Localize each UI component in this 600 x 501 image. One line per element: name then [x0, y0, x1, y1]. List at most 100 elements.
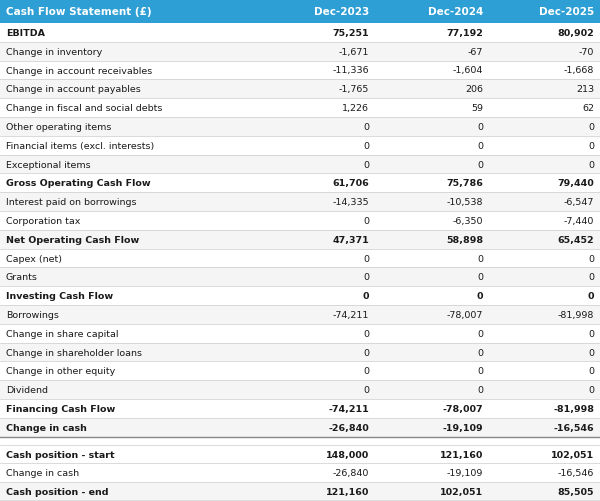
Text: -81,998: -81,998 [557, 310, 594, 319]
Text: Change in shareholder loans: Change in shareholder loans [6, 348, 142, 357]
Text: -11,336: -11,336 [332, 66, 369, 75]
Text: -26,840: -26,840 [332, 468, 369, 477]
Bar [0, 0, 600, 24]
Text: 0: 0 [588, 385, 594, 394]
Bar [0, 324, 600, 343]
Bar [0, 399, 600, 418]
Text: 206: 206 [465, 85, 483, 94]
Text: 0: 0 [363, 348, 369, 357]
Text: -74,211: -74,211 [328, 404, 369, 413]
Text: -81,998: -81,998 [553, 404, 594, 413]
Text: 62: 62 [582, 104, 594, 113]
Bar [0, 343, 600, 362]
Text: Cash position - end: Cash position - end [6, 487, 109, 496]
Text: -10,538: -10,538 [446, 198, 483, 207]
Text: -16,546: -16,546 [553, 423, 594, 432]
Text: 85,505: 85,505 [557, 487, 594, 496]
Text: -1,671: -1,671 [338, 48, 369, 57]
Bar [0, 155, 600, 174]
Text: 0: 0 [477, 385, 483, 394]
Text: 0: 0 [587, 292, 594, 301]
Text: 121,160: 121,160 [326, 487, 369, 496]
Text: Change in cash: Change in cash [6, 468, 79, 477]
Text: Change in inventory: Change in inventory [6, 48, 102, 57]
Text: Dec-2025: Dec-2025 [539, 7, 594, 17]
Text: Change in fiscal and social debts: Change in fiscal and social debts [6, 104, 163, 113]
Text: 213: 213 [576, 85, 594, 94]
Text: -19,109: -19,109 [442, 423, 483, 432]
Text: 0: 0 [588, 254, 594, 263]
Text: 0: 0 [363, 329, 369, 338]
Text: Borrowings: Borrowings [6, 310, 59, 319]
Text: Change in share capital: Change in share capital [6, 329, 119, 338]
Text: -26,840: -26,840 [328, 423, 369, 432]
Bar [0, 62, 600, 80]
Text: 0: 0 [477, 273, 483, 282]
Text: Investing Cash Flow: Investing Cash Flow [6, 292, 113, 301]
Bar [0, 24, 600, 43]
Bar [0, 445, 600, 463]
Bar [0, 80, 600, 99]
Bar [0, 174, 600, 193]
Text: Corporation tax: Corporation tax [6, 216, 80, 225]
Text: Exceptional items: Exceptional items [6, 160, 91, 169]
Text: Cash position - start: Cash position - start [6, 449, 115, 458]
Text: Financial items (excl. interests): Financial items (excl. interests) [6, 141, 154, 150]
Bar [0, 118, 600, 137]
Text: -6,350: -6,350 [452, 216, 483, 225]
Text: 0: 0 [362, 292, 369, 301]
Text: 0: 0 [477, 254, 483, 263]
Text: Grants: Grants [6, 273, 38, 282]
Text: -6,547: -6,547 [563, 198, 594, 207]
Bar [0, 418, 600, 437]
Text: 75,251: 75,251 [332, 29, 369, 38]
Text: Net Operating Cash Flow: Net Operating Cash Flow [6, 235, 139, 244]
Text: 1,226: 1,226 [342, 104, 369, 113]
Text: Change in account payables: Change in account payables [6, 85, 141, 94]
Text: 0: 0 [477, 160, 483, 169]
Bar [0, 268, 600, 287]
Text: 0: 0 [477, 329, 483, 338]
Text: 0: 0 [588, 348, 594, 357]
Text: 61,706: 61,706 [332, 179, 369, 188]
Text: 0: 0 [477, 123, 483, 132]
Text: 65,452: 65,452 [557, 235, 594, 244]
Text: 0: 0 [588, 141, 594, 150]
Text: 0: 0 [477, 348, 483, 357]
Bar [0, 137, 600, 155]
Bar [0, 362, 600, 380]
Bar [0, 230, 600, 249]
Text: 0: 0 [588, 367, 594, 376]
Text: 0: 0 [363, 141, 369, 150]
Text: Dividend: Dividend [6, 385, 48, 394]
Text: -1,765: -1,765 [338, 85, 369, 94]
Text: 0: 0 [363, 160, 369, 169]
Text: 59: 59 [471, 104, 483, 113]
Text: -70: -70 [578, 48, 594, 57]
Text: -7,440: -7,440 [563, 216, 594, 225]
Bar [0, 193, 600, 211]
Text: Dec-2023: Dec-2023 [314, 7, 369, 17]
Text: 121,160: 121,160 [440, 449, 483, 458]
Text: Gross Operating Cash Flow: Gross Operating Cash Flow [6, 179, 151, 188]
Text: Other operating items: Other operating items [6, 123, 112, 132]
Text: 0: 0 [363, 367, 369, 376]
Text: -78,007: -78,007 [446, 310, 483, 319]
Text: 58,898: 58,898 [446, 235, 483, 244]
Text: 0: 0 [363, 123, 369, 132]
Text: 0: 0 [477, 141, 483, 150]
Bar [0, 211, 600, 230]
Text: Change in cash: Change in cash [6, 423, 87, 432]
Text: -67: -67 [467, 48, 483, 57]
Text: -16,546: -16,546 [557, 468, 594, 477]
Text: 102,051: 102,051 [440, 487, 483, 496]
Text: 102,051: 102,051 [551, 449, 594, 458]
Bar [0, 99, 600, 118]
Bar [0, 249, 600, 268]
Text: -14,335: -14,335 [332, 198, 369, 207]
Text: 77,192: 77,192 [446, 29, 483, 38]
Text: Interest paid on borrowings: Interest paid on borrowings [6, 198, 137, 207]
Text: 0: 0 [363, 273, 369, 282]
Text: 0: 0 [588, 160, 594, 169]
Text: Capex (net): Capex (net) [6, 254, 62, 263]
